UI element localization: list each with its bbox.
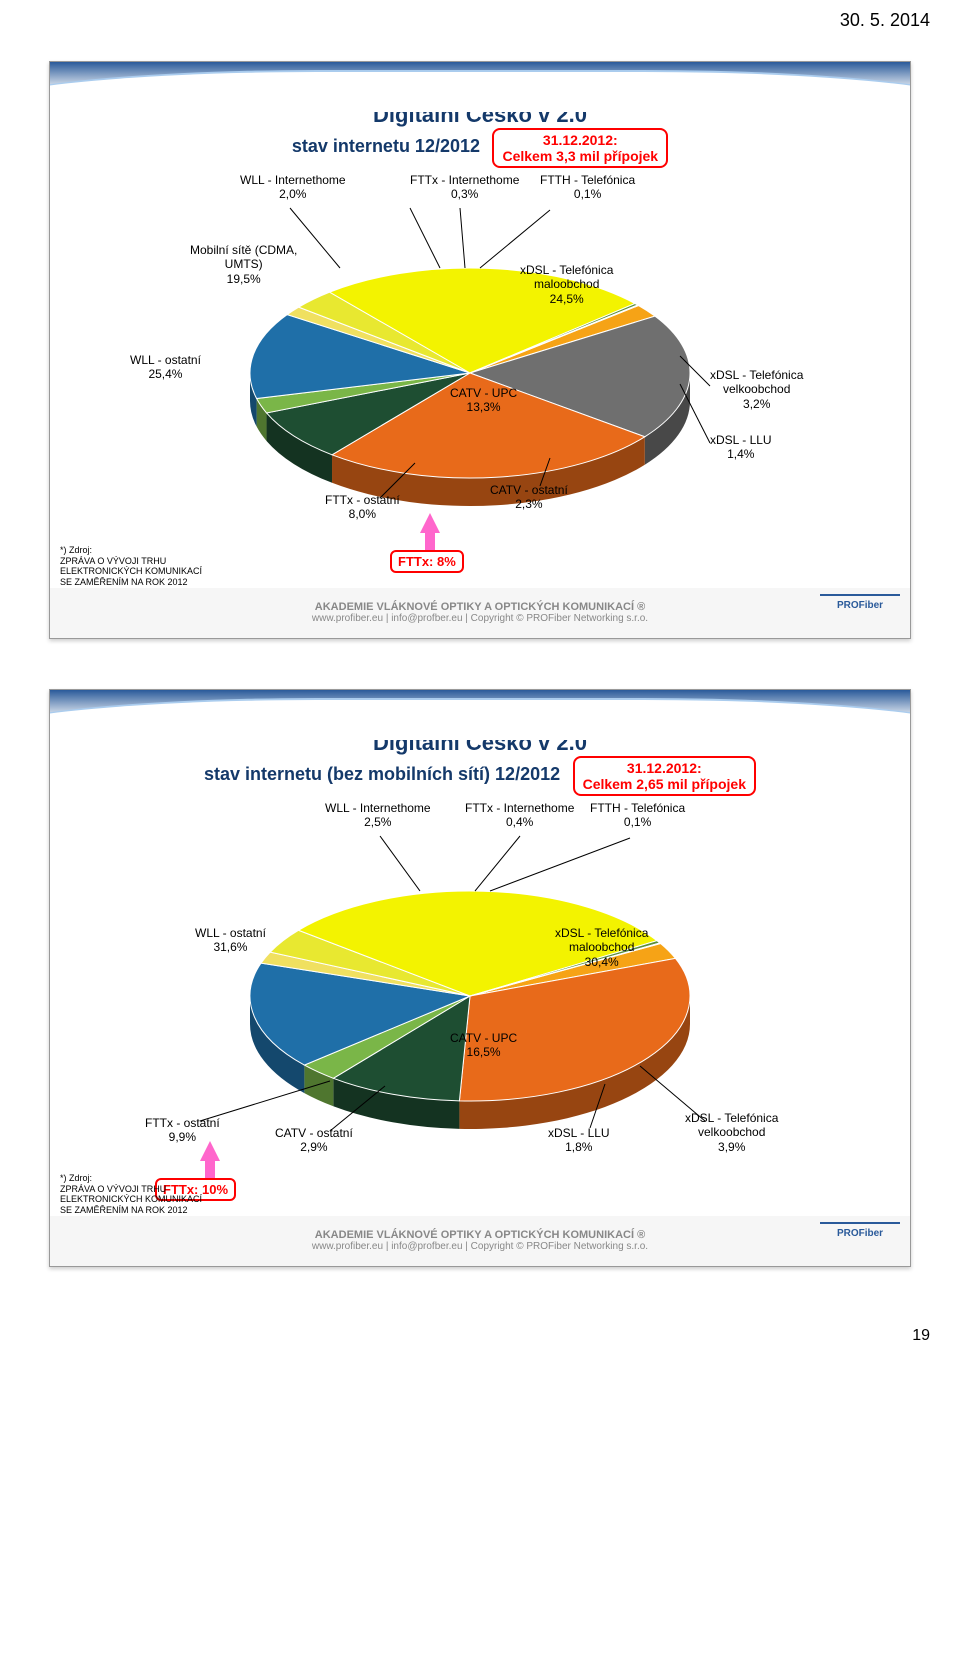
pie-label: WLL - ostatní25,4% (130, 353, 201, 382)
profiber-logo: PROFiber (820, 594, 900, 630)
fttx-badge: FTTx: 8% (390, 550, 464, 573)
page-date: 30. 5. 2014 (0, 0, 960, 31)
slide2-footer-l2: www.profiber.eu | info@profber.eu | Copy… (312, 1241, 648, 1252)
slide1-badge-l1: 31.12.2012: (543, 132, 618, 148)
slide1-source-l2: ZPRÁVA O VÝVOJI TRHU (60, 556, 166, 566)
slide2-source-l3: ELEKTRONICKÝCH KOMUNIKACÍ (60, 1194, 202, 1204)
pie-label: CATV - UPC16,5% (450, 1031, 517, 1060)
arrow-up-icon (425, 531, 435, 551)
slide2-badge: 31.12.2012: Celkem 2,65 mil přípojek (573, 756, 756, 796)
slide2-footer-l1: AKADEMIE VLÁKNOVÉ OPTIKY A OPTICKÝCH KOM… (315, 1229, 645, 1241)
slide2-chart: WLL - Internethome2,5% WLL - ostatní31,6%… (70, 796, 890, 1216)
slide-2: Digitální Česko v 2.0 stav internetu (be… (49, 689, 911, 1267)
pie-label: CATV - UPC13,3% (450, 386, 517, 415)
slide2-source-l2: ZPRÁVA O VÝVOJI TRHU (60, 1184, 166, 1194)
slide1-subtitle: stav internetu 12/2012 (292, 136, 480, 156)
slide-1: Digitální Česko v 2.0 stav internetu 12/… (49, 61, 911, 639)
slide1-footer-l2: www.profiber.eu | info@profber.eu | Copy… (312, 613, 648, 624)
arrow-up-icon (200, 1141, 220, 1161)
slide2-badge-l1: 31.12.2012: (627, 760, 702, 776)
slide1-footer-l1: AKADEMIE VLÁKNOVÉ OPTIKY A OPTICKÝCH KOM… (315, 601, 645, 613)
pie-label: FTTx - ostatní8,0% (325, 493, 400, 522)
pie-label: FTTx - Internethome0,3% (410, 173, 519, 202)
slide1-badge: 31.12.2012: Celkem 3,3 mil přípojek (492, 128, 668, 168)
pie-label: FTTH - Telefónica0,1% (540, 173, 635, 202)
slide2-footer-text: AKADEMIE VLÁKNOVÉ OPTIKY A OPTICKÝCH KOM… (140, 1229, 820, 1252)
pie-label: WLL - Internethome2,0% (240, 173, 346, 202)
arrow-up-icon (205, 1159, 215, 1179)
pie-label: FTTH - Telefónica0,1% (590, 801, 685, 830)
pie-label: xDSL - Telefónicavelkoobchod3,2% (710, 368, 803, 411)
slide1-source-l4: SE ZAMĚŘENÍM NA ROK 2012 (60, 577, 188, 587)
arrow-up-icon (420, 513, 440, 533)
slide1-badge-l2: Celkem 3,3 mil přípojek (502, 148, 658, 164)
pie-label: xDSL - Telefónicamaloobchod24,5% (520, 263, 613, 306)
pie-label: CATV - ostatní2,9% (275, 1126, 353, 1155)
pie-label: xDSL - LLU1,4% (710, 433, 772, 462)
slide2-subtitle: stav internetu (bez mobilních sítí) 12/2… (204, 764, 560, 784)
pie-label: WLL - Internethome2,5% (325, 801, 431, 830)
slide-header-decor (50, 62, 910, 112)
slide1-footer-text: AKADEMIE VLÁKNOVÉ OPTIKY A OPTICKÝCH KOM… (140, 601, 820, 624)
slide2-source-l1: *) Zdroj: (60, 1173, 92, 1183)
slide2-badge-l2: Celkem 2,65 mil přípojek (583, 776, 746, 792)
pie-label: xDSL - Telefónicavelkoobchod3,9% (685, 1111, 778, 1154)
pie-label: FTTx - Internethome0,4% (465, 801, 574, 830)
pie-label: CATV - ostatní2,3% (490, 483, 568, 512)
slide2-source-l4: SE ZAMĚŘENÍM NA ROK 2012 (60, 1205, 188, 1215)
page-number: 19 (0, 1317, 960, 1365)
slide2-source: *) Zdroj: ZPRÁVA O VÝVOJI TRHU ELEKTRONI… (60, 1173, 202, 1216)
slide1-chart: WLL - Internethome2,0% Mobilní sítě (CDMA… (70, 168, 890, 588)
slide1-footer: AKADEMIE VLÁKNOVÉ OPTIKY A OPTICKÝCH KOM… (50, 588, 910, 638)
pie-label: Mobilní sítě (CDMA,UMTS)19,5% (190, 243, 297, 286)
slide2-footer: AKADEMIE VLÁKNOVÉ OPTIKY A OPTICKÝCH KOM… (50, 1216, 910, 1266)
pie-label: xDSL - Telefónicamaloobchod30,4% (555, 926, 648, 969)
profiber-logo-2: PROFiber (820, 1222, 900, 1258)
pie-label: xDSL - LLU1,8% (548, 1126, 610, 1155)
slide-header-decor-2 (50, 690, 910, 740)
slide1-source-l1: *) Zdroj: (60, 545, 92, 555)
slide1-source: *) Zdroj: ZPRÁVA O VÝVOJI TRHU ELEKTRONI… (60, 545, 202, 588)
slide1-source-l3: ELEKTRONICKÝCH KOMUNIKACÍ (60, 566, 202, 576)
pie-label: WLL - ostatní31,6% (195, 926, 266, 955)
